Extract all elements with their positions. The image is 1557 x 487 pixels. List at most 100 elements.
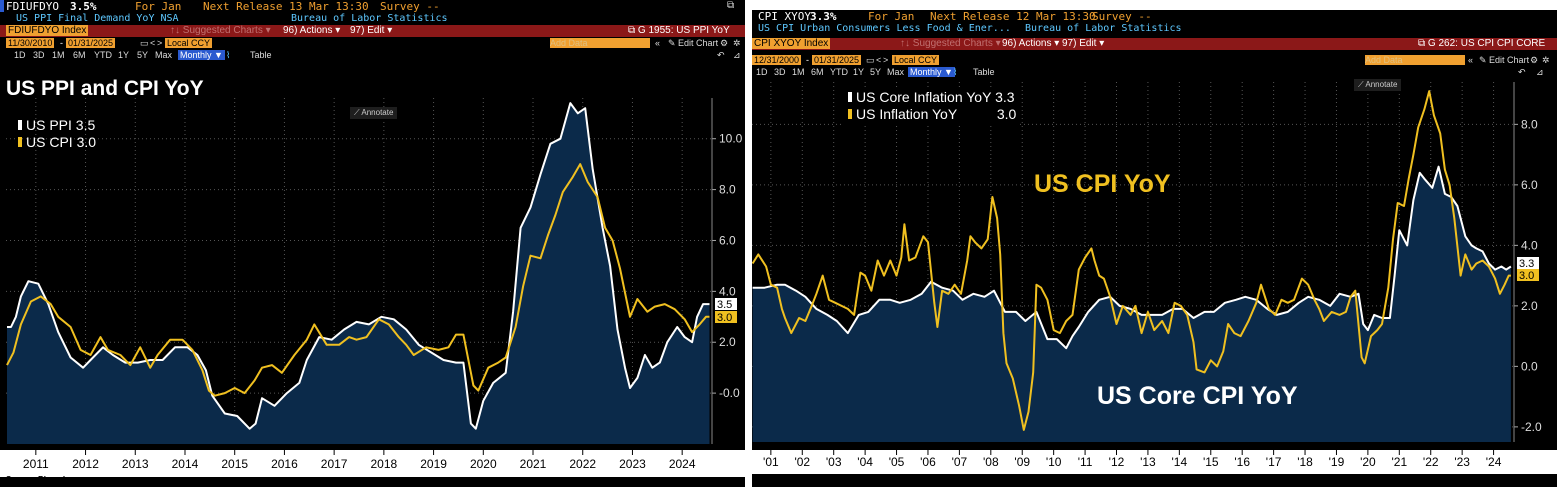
- x-tick-label: '12: [1109, 455, 1125, 469]
- cpi-annotation: US CPI YoY: [1034, 170, 1171, 198]
- period-6m[interactable]: 6M: [73, 50, 86, 60]
- description-row: US CPI Urban Consumers Less Food & Ener.…: [752, 23, 1557, 35]
- legend-label: US Core Inflation YoY: [856, 89, 992, 105]
- period-1d[interactable]: 1D: [756, 67, 768, 77]
- actions-menu[interactable]: 96) Actions ▾: [283, 25, 341, 36]
- suggested-charts-menu[interactable]: ↑↓ Suggested Charts ▾: [900, 38, 1001, 49]
- description-row: US PPI Final Demand YoY NSA Bureau of La…: [0, 13, 745, 25]
- suggested-charts-menu[interactable]: ↑↓ Suggested Charts ▾: [170, 25, 271, 36]
- next-release: Next Release 12 Mar 13:30: [930, 10, 1096, 23]
- table-button[interactable]: Table: [250, 50, 272, 60]
- legend-swatch-white: [18, 120, 22, 130]
- annotate-label: Annotate: [1365, 80, 1398, 89]
- for-label: For Jan: [135, 0, 182, 13]
- currency-select[interactable]: Local CCY: [165, 38, 213, 48]
- series-line: [6, 163, 710, 397]
- x-tick-label: '19: [1329, 455, 1345, 469]
- period-5y[interactable]: 5Y: [870, 67, 882, 77]
- chart-id[interactable]: ⧉ G 262: US CPI CPI CORE: [1418, 38, 1545, 49]
- legend-label: US PPI: [26, 117, 72, 133]
- x-tick-label: '02: [794, 455, 810, 469]
- frequency-select[interactable]: Monthly ▼: [178, 50, 225, 60]
- x-tick-label: 2017: [321, 457, 348, 471]
- calendar-icon[interactable]: ▭: [140, 38, 149, 48]
- legend-item-headline[interactable]: US Inflation YoY 3.0: [848, 106, 1016, 123]
- edit-menu[interactable]: 97) Edit ▾: [350, 25, 393, 36]
- end-date-input[interactable]: 01/31/2025: [812, 55, 862, 65]
- chart-id-label: G 262: US CPI CPI CORE: [1427, 38, 1546, 49]
- settings-icon[interactable]: ⚙: [720, 38, 729, 48]
- ticker[interactable]: CPI XYOY: [758, 10, 811, 23]
- prev-arrow-icon[interactable]: <: [876, 55, 882, 65]
- period-max[interactable]: Max: [887, 67, 905, 77]
- add-data-input[interactable]: Add Data: [1365, 55, 1465, 65]
- line-chart-icon[interactable]: ⌇: [226, 50, 231, 60]
- period-3d[interactable]: 3D: [33, 50, 45, 60]
- x-tick-label: 2013: [122, 457, 149, 471]
- add-data-input[interactable]: Add Data: [550, 38, 650, 48]
- period-max[interactable]: Max: [155, 50, 173, 60]
- settings-icon[interactable]: ⚙: [1530, 55, 1539, 65]
- legend-value: 3.3: [995, 89, 1015, 105]
- popout-icon[interactable]: ⧉: [727, 0, 735, 11]
- x-tick-label: '09: [1014, 455, 1030, 469]
- actions-menu[interactable]: 96) Actions ▾: [1002, 38, 1060, 49]
- survey: Survey --: [380, 0, 440, 13]
- table-button[interactable]: Table: [973, 67, 995, 77]
- edit-chart-button[interactable]: ✎ Edit Chart: [668, 38, 719, 48]
- x-tick-label: 2015: [221, 457, 248, 471]
- period-1y[interactable]: 1Y: [853, 67, 865, 77]
- undo-icon[interactable]: ↶: [717, 50, 725, 60]
- period-3d[interactable]: 3D: [774, 67, 786, 77]
- start-date-input[interactable]: 12/31/2000: [752, 55, 802, 65]
- y-tick-label: 6.0: [719, 233, 736, 247]
- x-tick-label: '24: [1486, 455, 1502, 469]
- pin-icon[interactable]: ⊿: [1536, 67, 1544, 77]
- annotate-button[interactable]: ⟋ Annotate: [1354, 79, 1402, 91]
- chart-id[interactable]: ⧉ G 1955: US PPI YoY: [628, 25, 730, 36]
- gear-icon[interactable]: ✲: [1542, 55, 1550, 65]
- ticker[interactable]: FDIUFDYO: [6, 0, 59, 13]
- collapse-icon[interactable]: «: [655, 38, 661, 48]
- edit-chart-button[interactable]: ✎ Edit Chart: [1479, 55, 1530, 65]
- legend-value: 3.0: [76, 134, 97, 150]
- period-ytd[interactable]: YTD: [830, 67, 848, 77]
- legend-item-ppi[interactable]: US PPI 3.5: [18, 117, 96, 134]
- x-tick-label: '01: [763, 455, 779, 469]
- next-arrow-icon[interactable]: >: [883, 55, 889, 65]
- last-value-label: 3.5: [717, 299, 732, 311]
- undo-icon[interactable]: ↶: [1518, 67, 1526, 77]
- end-date-input[interactable]: 01/31/2025: [66, 38, 116, 48]
- legend-item-core[interactable]: US Core Inflation YoY 3.3: [848, 89, 1016, 106]
- legend-item-cpi[interactable]: US CPI 3.0: [18, 134, 96, 151]
- x-tick-label: 2021: [520, 457, 547, 471]
- collapse-icon[interactable]: «: [1468, 55, 1474, 65]
- line-chart-icon[interactable]: ⌇: [953, 67, 958, 77]
- index-field[interactable]: FDIUFDYO Index: [6, 25, 89, 36]
- period-1m[interactable]: 1M: [792, 67, 805, 77]
- next-arrow-icon[interactable]: >: [157, 38, 163, 48]
- annotate-button[interactable]: ⟋ Annotate: [350, 107, 398, 119]
- period-6m[interactable]: 6M: [811, 67, 824, 77]
- x-tick-label: 2022: [569, 457, 596, 471]
- x-tick-label: '05: [889, 455, 905, 469]
- legend-value: 3.0: [996, 106, 1017, 122]
- y-tick-label: 10.0: [719, 132, 743, 146]
- period-1d[interactable]: 1D: [14, 50, 26, 60]
- left-chart-canvas: -0.0 2.0 4.0 6.0 8.0 10.0 2011 2012 2013 2014 2015…: [0, 98, 745, 477]
- period-1m[interactable]: 1M: [52, 50, 65, 60]
- calendar-icon[interactable]: ▭: [866, 55, 875, 65]
- frequency-select[interactable]: Monthly ▼: [908, 67, 955, 77]
- prev-arrow-icon[interactable]: <: [150, 38, 156, 48]
- start-date-input[interactable]: 11/30/2010: [6, 38, 55, 48]
- index-field[interactable]: CPI XYOY Index: [752, 38, 831, 49]
- currency-select[interactable]: Local CCY: [892, 55, 940, 65]
- edit-menu[interactable]: 97) Edit ▾: [1062, 38, 1105, 49]
- period-ytd[interactable]: YTD: [94, 50, 112, 60]
- period-1y[interactable]: 1Y: [118, 50, 130, 60]
- gear-icon[interactable]: ✲: [733, 38, 741, 48]
- period-5y[interactable]: 5Y: [137, 50, 149, 60]
- edit-chart-label: Edit Chart: [678, 38, 719, 48]
- date-separator: -: [806, 55, 809, 65]
- pin-icon[interactable]: ⊿: [733, 50, 741, 60]
